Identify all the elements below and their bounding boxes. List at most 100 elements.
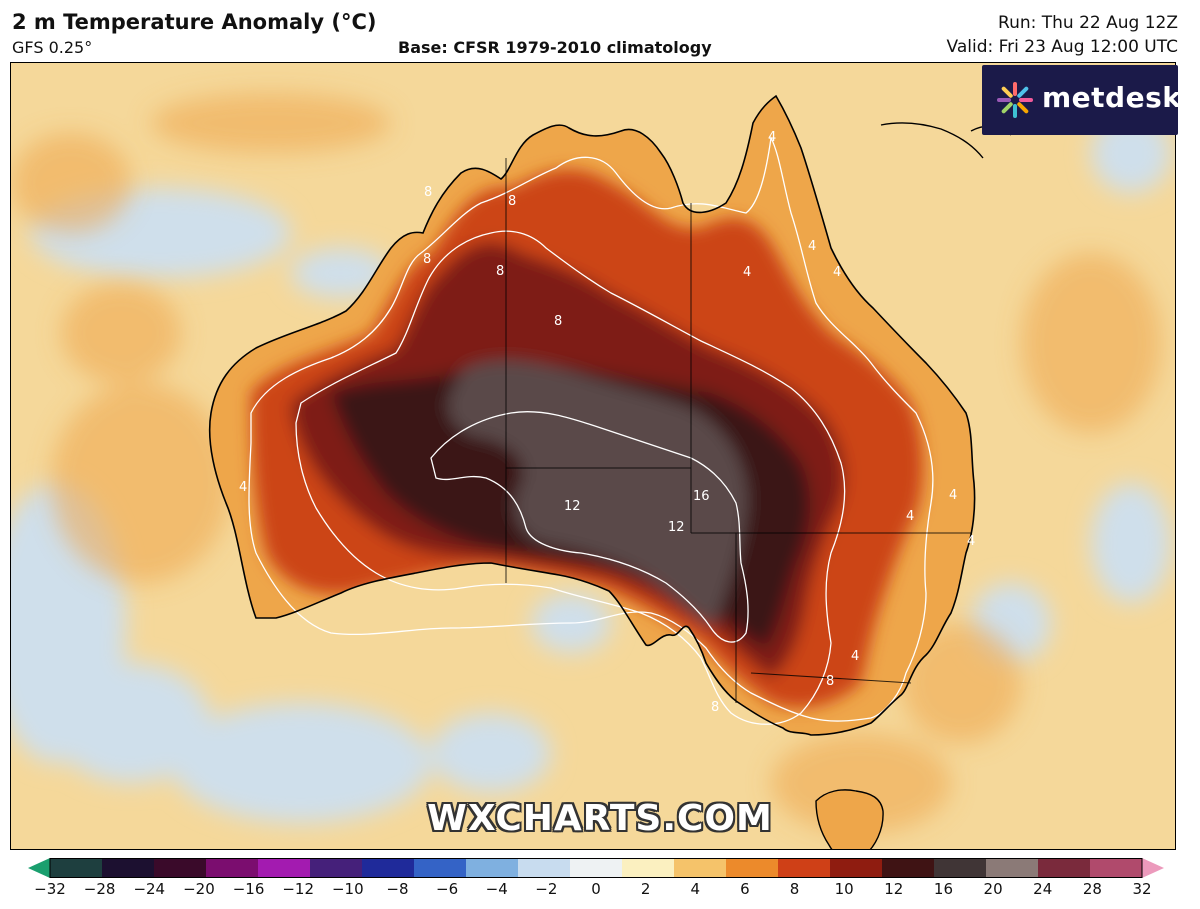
colorbar-segment bbox=[570, 858, 623, 878]
run-time-label: Run: Thu 22 Aug 12Z bbox=[998, 13, 1178, 33]
australia-coastline bbox=[208, 94, 976, 736]
warm-ocean-patches bbox=[11, 93, 1161, 833]
cool-patch bbox=[1091, 483, 1171, 603]
metdesk-logo-text: metdesk bbox=[1042, 81, 1182, 114]
contour-label: 8 bbox=[423, 252, 431, 267]
contour-label: 4 bbox=[768, 130, 776, 145]
logo-ray bbox=[1001, 86, 1013, 98]
colorbar-segment bbox=[310, 858, 363, 878]
contour-label: 16 bbox=[693, 489, 710, 504]
colorbar-tick-label: 8 bbox=[789, 880, 800, 898]
colorbar-tick-label: 20 bbox=[983, 880, 1003, 898]
colorbar-segment bbox=[50, 858, 103, 878]
colorbar-tick-label: 4 bbox=[690, 880, 701, 898]
map-panel[interactable]: 4 8 8 8 8 8 4 4 4 4 12 16 12 8 8 4 4 4 4 bbox=[10, 62, 1176, 850]
map-title: 2 m Temperature Anomaly (°C) bbox=[12, 10, 377, 34]
cool-patch bbox=[431, 713, 551, 793]
metdesk-logo-icon bbox=[997, 82, 1033, 118]
colorbar-tick-label: −8 bbox=[386, 880, 409, 898]
warm-patch bbox=[901, 623, 1021, 743]
colorbar-outline bbox=[49, 858, 1143, 878]
colorbar-ticks: −32 −28 −24 −20 −16 −12 −10 −8 −6 −4 −2 0 2 4 6 8 10 12 16… bbox=[0, 878, 1200, 906]
warm-patch bbox=[1021, 253, 1161, 433]
contour-label: 8 bbox=[554, 314, 562, 329]
state-border bbox=[750, 672, 912, 684]
colorbar-segment bbox=[882, 858, 935, 878]
contour-label: 4 bbox=[239, 480, 247, 495]
colorbar-segment bbox=[258, 858, 311, 878]
colorbar-tick-label: 24 bbox=[1033, 880, 1053, 898]
contour-4 bbox=[248, 135, 934, 722]
colorbar-segment bbox=[206, 858, 259, 878]
colorbar-tick-label: 10 bbox=[834, 880, 854, 898]
contour-label: 8 bbox=[508, 194, 516, 209]
colorbar-segment bbox=[986, 858, 1039, 878]
cool-patch bbox=[291, 248, 391, 298]
colorbar-segment bbox=[362, 858, 415, 878]
cool-patch bbox=[171, 703, 431, 823]
anomaly-map: 4 8 8 8 8 8 4 4 4 4 12 16 12 8 8 4 4 4 4 bbox=[11, 63, 1175, 849]
base-climatology-label: Base: CFSR 1979-2010 climatology bbox=[398, 38, 712, 57]
colorbar-tick-label: −4 bbox=[485, 880, 508, 898]
colorbar-segment bbox=[154, 858, 207, 878]
tasmania-coast bbox=[815, 789, 884, 849]
colorbar-tick-label: 12 bbox=[884, 880, 904, 898]
state-borders bbox=[505, 158, 971, 703]
colorbar-segment bbox=[466, 858, 519, 878]
logo-ray bbox=[1017, 102, 1029, 114]
colorbar-tick-label: −20 bbox=[183, 880, 215, 898]
colorbar-tick-label: 0 bbox=[591, 880, 601, 898]
colorbar-tick-label: −2 bbox=[535, 880, 558, 898]
warm-patch bbox=[51, 383, 231, 583]
contour-12 bbox=[430, 411, 749, 643]
warm-patch bbox=[11, 133, 131, 233]
contour-label: 4 bbox=[851, 649, 859, 664]
colorbar-tick-label: 16 bbox=[933, 880, 953, 898]
colorbar-tick-label: 28 bbox=[1082, 880, 1102, 898]
land-extreme-field bbox=[447, 360, 748, 628]
colorbar-extend-low bbox=[28, 858, 50, 878]
colorbar-segment bbox=[622, 858, 675, 878]
colorbar-segment bbox=[778, 858, 831, 878]
colorbar-tick-label: 6 bbox=[740, 880, 750, 898]
colorbar-segment bbox=[674, 858, 727, 878]
contour-label: 4 bbox=[808, 239, 816, 254]
warm-patch bbox=[151, 93, 391, 153]
colorbar-segment bbox=[518, 858, 571, 878]
colorbar-tick-label: −28 bbox=[83, 880, 116, 898]
colorbar-tick-label: 2 bbox=[640, 880, 651, 898]
colorbar-tick-label: −32 bbox=[34, 880, 66, 898]
contour-label: 4 bbox=[906, 509, 914, 524]
colorbar-segment bbox=[934, 858, 987, 878]
colorbar-segment bbox=[830, 858, 883, 878]
colorbar-segment bbox=[414, 858, 467, 878]
logo-ray bbox=[1017, 86, 1029, 98]
contour-label: 8 bbox=[711, 700, 719, 715]
contour-label: 4 bbox=[949, 488, 957, 503]
colorbar-segment bbox=[726, 858, 779, 878]
valid-time-label: Valid: Fri 23 Aug 12:00 UTC bbox=[946, 37, 1178, 57]
colorbar-tick-label: −24 bbox=[133, 880, 166, 898]
colorbar-tick-label: −6 bbox=[436, 880, 459, 898]
contour-label: 4 bbox=[833, 265, 841, 280]
colorbar-tick-label: −12 bbox=[282, 880, 314, 898]
contour-label: 12 bbox=[668, 520, 685, 535]
contour-label: 12 bbox=[564, 499, 581, 514]
colorbar-tick-label: 32 bbox=[1132, 880, 1152, 898]
contour-label: 4 bbox=[967, 534, 975, 549]
wxcharts-watermark: WXCHARTS.COM bbox=[427, 798, 773, 839]
colorbar-extend-high bbox=[1142, 858, 1164, 878]
colorbar-segment bbox=[1038, 858, 1091, 878]
colorbar-segment bbox=[102, 858, 155, 878]
logo-ray bbox=[1001, 102, 1013, 114]
contour-label: 8 bbox=[424, 185, 432, 200]
colorbar bbox=[28, 858, 1164, 878]
contour-label: 8 bbox=[496, 264, 504, 279]
contour-label: 4 bbox=[743, 265, 751, 280]
cool-patch bbox=[51, 663, 211, 783]
colorbar-segment bbox=[1090, 858, 1143, 878]
model-label: GFS 0.25° bbox=[12, 38, 93, 57]
colorbar-tick-label: −16 bbox=[232, 880, 265, 898]
contour-8 bbox=[295, 230, 846, 725]
colorbar-tick-label: −10 bbox=[331, 880, 364, 898]
